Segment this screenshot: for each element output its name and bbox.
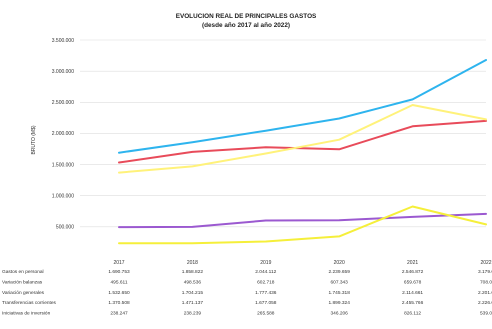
table-row-label: Variación generales	[2, 290, 45, 296]
table-cell: 2.226.0	[478, 300, 492, 306]
table-cell: 2.201.0	[478, 290, 492, 296]
y-tick-label: 500.000	[56, 225, 74, 231]
table-cell: 2.114.661	[402, 290, 423, 296]
y-tick-labels: 3.500.000 3.000.000 2.500.000 2.000.000 1.50…	[52, 38, 74, 231]
y-tick-label: 1.000.000	[52, 194, 74, 200]
table-cell: 1.370.508	[108, 300, 130, 306]
table-cell: 539.0	[480, 311, 492, 317]
grid-layer	[80, 39, 486, 228]
table-cell: 238.247	[110, 311, 128, 317]
table-cell: 826.112	[404, 311, 421, 317]
table-cell: 607.343	[331, 279, 349, 285]
series-line	[118, 59, 487, 154]
data-table: Gastos en personal 1.690.753 1.858.822 2.04…	[2, 269, 492, 317]
table-row-label: Transferencias corrientes	[2, 300, 57, 306]
table-cell: 238.239	[184, 311, 202, 317]
table-cell: 495.611	[111, 279, 128, 285]
chart-subtitle: (desde año 2017 al año 2022)	[202, 22, 290, 29]
series-line	[118, 212, 487, 229]
x-tick-label: 2018	[187, 260, 198, 266]
x-tick-label: 2020	[334, 260, 345, 266]
table-cell: 346.206	[331, 311, 349, 317]
table-cell: 1.532.650	[108, 290, 130, 296]
table-cell: 1.777.436	[255, 290, 277, 296]
table-cell: 1.745.318	[329, 290, 351, 296]
y-tick-label: 2.000.000	[52, 131, 74, 137]
table-cell: 2.546.872	[402, 269, 424, 275]
series-line	[118, 205, 487, 245]
table-cell: 1.677.058	[255, 300, 277, 306]
table-cell: 1.858.822	[182, 269, 204, 275]
x-tick-label: 2017	[113, 260, 124, 266]
x-tick-label: 2019	[260, 260, 271, 266]
series-line	[118, 104, 487, 174]
table-row-label: Variación balanzas	[2, 279, 43, 285]
x-tick-label: 2022	[480, 260, 491, 266]
table-cell: 498.536	[184, 279, 202, 285]
y-tick-label: 1.500.000	[52, 162, 74, 168]
series-line	[118, 119, 487, 164]
table-cell: 659.678	[404, 279, 422, 285]
y-tick-label: 2.500.000	[52, 100, 74, 106]
y-tick-label: 3.000.000	[52, 69, 74, 75]
table-cell: 1.704.215	[182, 290, 204, 296]
table-row-label: Gastos en personal	[2, 269, 44, 275]
table-cell: 2.455.766	[402, 300, 424, 306]
table-cell: 3.179.0	[478, 269, 492, 275]
table-cell: 602.718	[257, 279, 275, 285]
table-cell: 265.588	[257, 311, 275, 317]
x-tick-label: 2021	[407, 260, 418, 266]
table-row-label: Iniciativas de inversión	[2, 311, 51, 317]
table-cell: 1.471.137	[182, 300, 204, 306]
table-cell: 1.690.753	[108, 269, 130, 275]
series-lines	[118, 59, 487, 245]
table-cell: 708.0	[480, 279, 492, 285]
x-tick-labels: 2017 2018 2019 2020 2021 2022	[113, 260, 491, 266]
y-tick-label: 3.500.000	[52, 38, 74, 44]
table-cell: 1.899.324	[329, 300, 351, 306]
y-axis-label: BRUTO (M$)	[31, 125, 37, 154]
table-cell: 2.239.659	[329, 269, 351, 275]
chart-title: EVOLUCION REAL DE PRINCIPALES GASTOS	[176, 13, 317, 20]
table-cell: 2.044.112	[255, 269, 276, 275]
